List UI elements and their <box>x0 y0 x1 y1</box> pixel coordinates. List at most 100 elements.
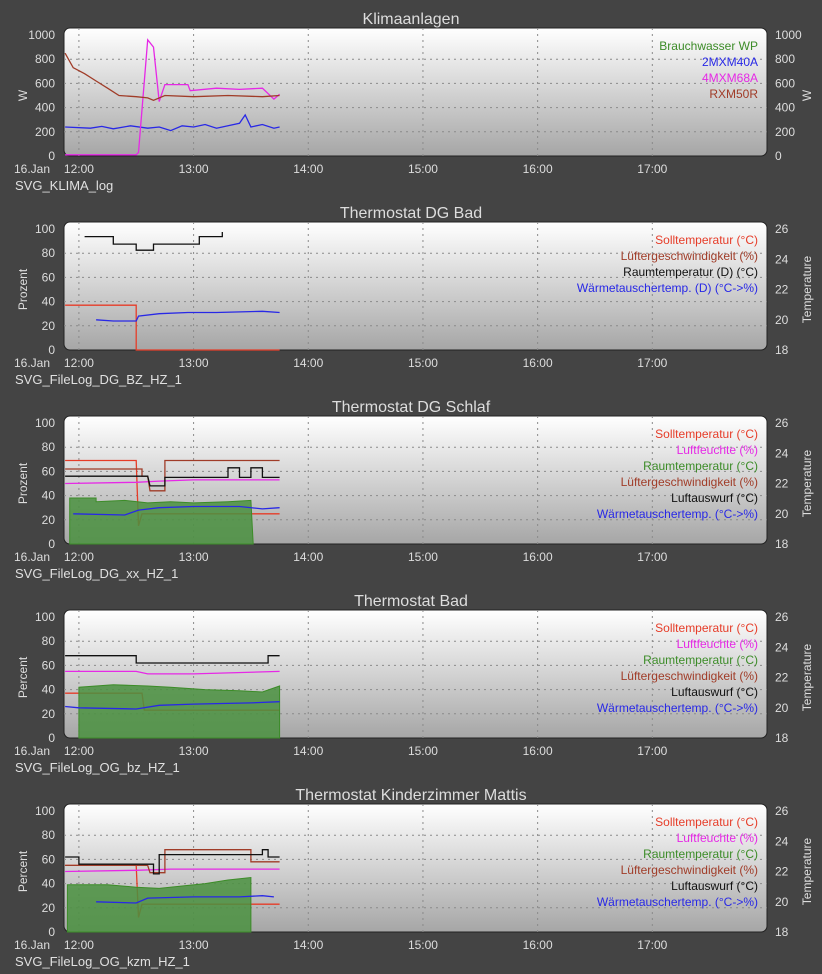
chart-svg: Thermostat Kinderzimmer Mattis 0 20 40 60 80 1… <box>14 787 814 952</box>
x-tick-label: 16:00 <box>523 550 553 564</box>
legend-entry[interactable]: Raumtemperatur (°C) <box>643 653 758 667</box>
y2-tick-label: 1000 <box>775 28 802 42</box>
x-tick-label: 15:00 <box>408 938 438 952</box>
legend-entry[interactable]: Raumtemperatur (°C) <box>643 459 758 473</box>
x-tick-label: 14:00 <box>293 356 323 370</box>
chart-name[interactable]: SVG_FileLog_OG_bz_HZ_1 <box>15 760 180 775</box>
y-axis-label: W <box>16 89 30 101</box>
legend-entry[interactable]: Luftauswurf (°C) <box>671 879 758 893</box>
legend-entry[interactable]: Luftfeuchte (%) <box>677 443 758 457</box>
y-tick-label: 800 <box>35 52 55 66</box>
series-line <box>65 467 280 487</box>
legend-entry[interactable]: RXM50R <box>709 87 758 101</box>
y2-tick-label: 18 <box>775 343 789 357</box>
y-axis-label: Prozent <box>16 462 30 504</box>
y-tick-label: 0 <box>48 925 55 939</box>
x-tick-label: 13:00 <box>179 938 209 952</box>
series-line <box>73 505 280 516</box>
y-tick-label: 100 <box>35 222 55 236</box>
x-tick-label: 16.Jan <box>14 744 50 758</box>
legend-entry[interactable]: Wärmetauschertemp. (D) (°C->%) <box>577 281 758 295</box>
legend-entry[interactable]: Raumtemperatur (°C) <box>643 847 758 861</box>
plot-area <box>63 27 768 157</box>
y-tick-label: 80 <box>42 828 56 842</box>
chart-svg: Thermostat DG Schlaf 0 20 40 60 80 100 18 20 22 24… <box>14 399 814 564</box>
y2-tick-label: 400 <box>775 101 795 115</box>
legend-entry[interactable]: Solltemperatur (°C) <box>655 815 758 829</box>
series-line <box>65 670 280 675</box>
legend-entry[interactable]: 4MXM68A <box>702 71 758 85</box>
x-tick-label: 17:00 <box>637 162 667 176</box>
series-line <box>65 868 280 873</box>
x-tick-label: 15:00 <box>408 162 438 176</box>
x-tick-label: 12:00 <box>64 938 94 952</box>
y-tick-label: 80 <box>42 440 56 454</box>
y-tick-label: 40 <box>42 295 56 309</box>
chart-title: Thermostat DG Schlaf <box>332 399 491 416</box>
legend-entry[interactable]: Luftfeuchte (%) <box>677 637 758 651</box>
y2-tick-label: 22 <box>775 865 789 879</box>
x-tick-label: 12:00 <box>64 162 94 176</box>
y-tick-label: 40 <box>42 877 56 891</box>
x-tick-label: 13:00 <box>179 356 209 370</box>
chart-name[interactable]: SVG_FileLog_DG_BZ_HZ_1 <box>15 372 182 387</box>
legend-entry[interactable]: Lüftergeschwindigkeit (%) <box>621 249 758 263</box>
y2-axis-label: W <box>800 89 814 101</box>
y2-tick-label: 200 <box>775 125 795 139</box>
y-tick-label: 100 <box>35 804 55 818</box>
chart-name[interactable]: SVG_FileLog_OG_kzm_HZ_1 <box>15 954 190 969</box>
y-axis-label: Percent <box>16 850 30 892</box>
chart-panel: Thermostat Bad 0 20 40 60 80 100 18 20 22 24 26 16.J… <box>0 582 822 776</box>
legend-entry[interactable]: Luftauswurf (°C) <box>671 491 758 505</box>
legend-entry[interactable]: Luftfeuchte (%) <box>677 831 758 845</box>
y2-tick-label: 22 <box>775 283 789 297</box>
legend-entry[interactable]: Brauchwasser WP <box>659 39 758 53</box>
legend-entry[interactable]: Lüftergeschwindigkeit (%) <box>621 669 758 683</box>
y-tick-label: 0 <box>48 149 55 163</box>
y-tick-label: 100 <box>35 610 55 624</box>
y2-tick-label: 18 <box>775 925 789 939</box>
series-line <box>65 479 280 485</box>
y-tick-label: 80 <box>42 246 56 260</box>
series-area <box>78 684 281 739</box>
y-tick-label: 20 <box>42 901 56 915</box>
chart-name[interactable]: SVG_KLIMA_log <box>15 178 114 193</box>
chart-name[interactable]: SVG_FileLog_DG_xx_HZ_1 <box>15 566 179 581</box>
chart-panel: Thermostat Kinderzimmer Mattis 0 20 40 60 80 1… <box>0 776 822 970</box>
chart-panel: Thermostat DG Bad 0 20 40 60 80 100 18 20 22 24 26 1… <box>0 194 822 388</box>
chart-title: Thermostat Kinderzimmer Mattis <box>295 787 526 804</box>
y-tick-label: 60 <box>42 852 56 866</box>
legend-entry[interactable]: Solltemperatur (°C) <box>655 233 758 247</box>
y-tick-label: 60 <box>42 658 56 672</box>
legend-entry[interactable]: Lüftergeschwindigkeit (%) <box>621 863 758 877</box>
legend-entry[interactable]: Solltemperatur (°C) <box>655 621 758 635</box>
x-tick-label: 14:00 <box>293 162 323 176</box>
legend-entry[interactable]: 2MXM40A <box>702 55 758 69</box>
y-axis-label: Percent <box>16 656 30 698</box>
y2-tick-label: 20 <box>775 895 789 909</box>
x-tick-label: 17:00 <box>637 550 667 564</box>
x-tick-label: 14:00 <box>293 550 323 564</box>
y-tick-label: 600 <box>35 76 55 90</box>
series-line <box>96 895 274 904</box>
legend-entry[interactable]: Wärmetauschertemp. (°C->%) <box>597 701 758 715</box>
series-area <box>69 497 254 545</box>
x-tick-label: 17:00 <box>637 938 667 952</box>
y-tick-label: 0 <box>48 537 55 551</box>
legend-entry[interactable]: Wärmetauschertemp. (°C->%) <box>597 895 758 909</box>
legend-entry[interactable]: Raumtemperatur (D) (°C) <box>623 265 758 279</box>
x-tick-label: 14:00 <box>293 744 323 758</box>
y-axis-label: Prozent <box>16 268 30 310</box>
x-tick-label: 16.Jan <box>14 162 50 176</box>
legend-entry[interactable]: Wärmetauschertemp. (°C->%) <box>597 507 758 521</box>
y2-tick-label: 24 <box>775 446 789 460</box>
y2-tick-label: 24 <box>775 834 789 848</box>
chart-panel: Klimaanlagen 0 200 400 600 800 1000 0 200 400 600 8… <box>0 0 822 194</box>
x-tick-label: 13:00 <box>179 162 209 176</box>
legend-entry[interactable]: Solltemperatur (°C) <box>655 427 758 441</box>
y-tick-label: 400 <box>35 101 55 115</box>
legend-entry[interactable]: Luftauswurf (°C) <box>671 685 758 699</box>
y-tick-label: 80 <box>42 634 56 648</box>
legend-entry[interactable]: Lüftergeschwindigkeit (%) <box>621 475 758 489</box>
y2-tick-label: 26 <box>775 222 789 236</box>
